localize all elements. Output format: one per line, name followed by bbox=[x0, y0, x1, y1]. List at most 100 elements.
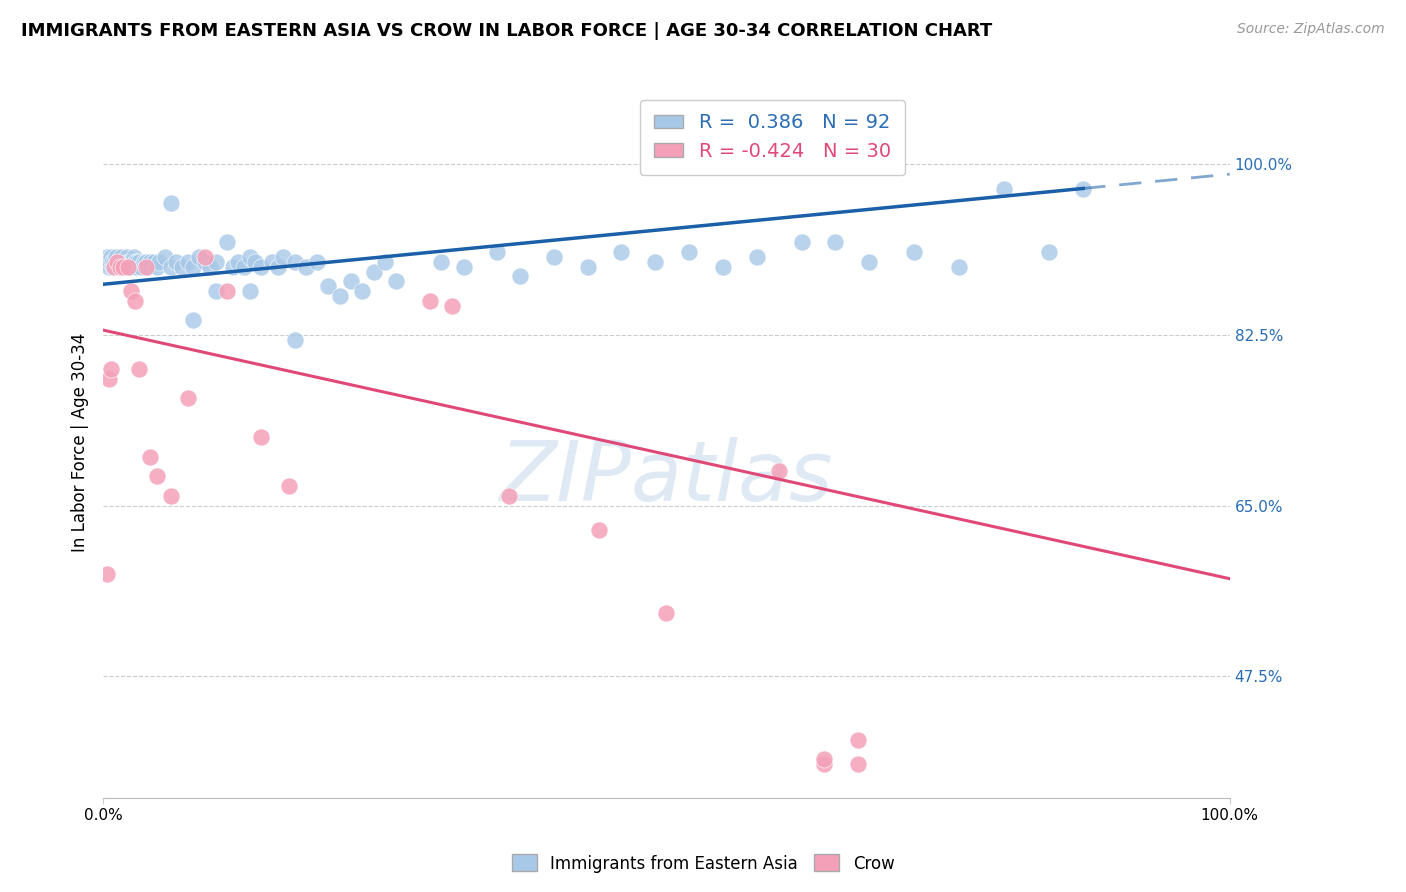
Point bbox=[245, 255, 267, 269]
Point bbox=[104, 250, 127, 264]
Point bbox=[125, 260, 148, 274]
Point bbox=[1071, 182, 1094, 196]
Point bbox=[100, 250, 122, 264]
Point bbox=[114, 255, 136, 269]
Point bbox=[610, 245, 633, 260]
Point bbox=[111, 260, 134, 274]
Point bbox=[124, 255, 146, 269]
Point bbox=[159, 260, 181, 274]
Point bbox=[221, 260, 243, 274]
Point bbox=[948, 260, 970, 274]
Point bbox=[136, 260, 159, 274]
Point bbox=[239, 284, 262, 298]
Point bbox=[96, 566, 118, 581]
Legend: Immigrants from Eastern Asia, Crow: Immigrants from Eastern Asia, Crow bbox=[505, 847, 901, 880]
Point bbox=[120, 260, 142, 274]
Point bbox=[239, 250, 262, 264]
Point bbox=[125, 255, 148, 269]
Text: Source: ZipAtlas.com: Source: ZipAtlas.com bbox=[1237, 22, 1385, 37]
Point bbox=[768, 465, 790, 479]
Point bbox=[228, 255, 250, 269]
Point bbox=[118, 260, 141, 274]
Point bbox=[117, 260, 139, 274]
Point bbox=[543, 250, 565, 264]
Point bbox=[486, 245, 509, 260]
Point bbox=[374, 255, 396, 269]
Point bbox=[117, 255, 139, 269]
Point bbox=[107, 255, 129, 269]
Point bbox=[644, 255, 666, 269]
Point bbox=[204, 284, 226, 298]
Point bbox=[267, 260, 290, 274]
Point bbox=[108, 260, 131, 274]
Point bbox=[430, 255, 453, 269]
Point bbox=[846, 756, 869, 771]
Point bbox=[250, 260, 273, 274]
Point bbox=[846, 732, 869, 747]
Point bbox=[790, 235, 813, 250]
Point bbox=[176, 392, 198, 406]
Point bbox=[135, 260, 157, 274]
Point bbox=[114, 260, 136, 274]
Point bbox=[108, 260, 131, 274]
Point bbox=[128, 362, 150, 376]
Point bbox=[101, 255, 124, 269]
Text: IMMIGRANTS FROM EASTERN ASIA VS CROW IN LABOR FORCE | AGE 30-34 CORRELATION CHAR: IMMIGRANTS FROM EASTERN ASIA VS CROW IN … bbox=[21, 22, 993, 40]
Point bbox=[903, 245, 925, 260]
Point bbox=[745, 250, 768, 264]
Point bbox=[509, 269, 531, 284]
Point bbox=[181, 313, 204, 327]
Point bbox=[295, 260, 318, 274]
Point bbox=[153, 250, 176, 264]
Point bbox=[318, 279, 340, 293]
Point bbox=[105, 255, 128, 269]
Point bbox=[824, 235, 846, 250]
Point bbox=[170, 260, 193, 274]
Point bbox=[96, 250, 118, 264]
Point bbox=[98, 255, 121, 269]
Point bbox=[993, 182, 1015, 196]
Point bbox=[97, 255, 120, 269]
Point bbox=[139, 450, 162, 464]
Point bbox=[329, 289, 352, 303]
Point bbox=[385, 274, 408, 288]
Point bbox=[122, 250, 145, 264]
Point bbox=[181, 260, 204, 274]
Point bbox=[146, 469, 169, 483]
Point bbox=[165, 255, 187, 269]
Point bbox=[813, 756, 835, 771]
Point bbox=[284, 255, 307, 269]
Text: ZIPatlas: ZIPatlas bbox=[499, 437, 834, 518]
Point bbox=[110, 250, 132, 264]
Point bbox=[273, 250, 295, 264]
Point bbox=[204, 255, 226, 269]
Point bbox=[120, 284, 142, 298]
Point bbox=[135, 255, 157, 269]
Point bbox=[453, 260, 475, 274]
Point bbox=[108, 255, 131, 269]
Point bbox=[352, 284, 374, 298]
Point bbox=[176, 255, 198, 269]
Point bbox=[139, 255, 162, 269]
Point bbox=[441, 299, 464, 313]
Point bbox=[215, 235, 238, 250]
Point bbox=[813, 752, 835, 766]
Point bbox=[498, 489, 520, 503]
Point bbox=[120, 255, 142, 269]
Point bbox=[132, 255, 155, 269]
Point bbox=[340, 274, 363, 288]
Point bbox=[588, 523, 610, 537]
Point bbox=[121, 255, 143, 269]
Point bbox=[128, 255, 150, 269]
Y-axis label: In Labor Force | Age 30-34: In Labor Force | Age 30-34 bbox=[72, 333, 89, 552]
Point bbox=[250, 430, 273, 444]
Point bbox=[159, 489, 181, 503]
Point bbox=[142, 255, 165, 269]
Point bbox=[711, 260, 734, 274]
Point bbox=[112, 260, 135, 274]
Point bbox=[215, 284, 238, 298]
Point bbox=[187, 250, 209, 264]
Point bbox=[105, 260, 128, 274]
Point bbox=[131, 260, 153, 274]
Point bbox=[159, 196, 181, 211]
